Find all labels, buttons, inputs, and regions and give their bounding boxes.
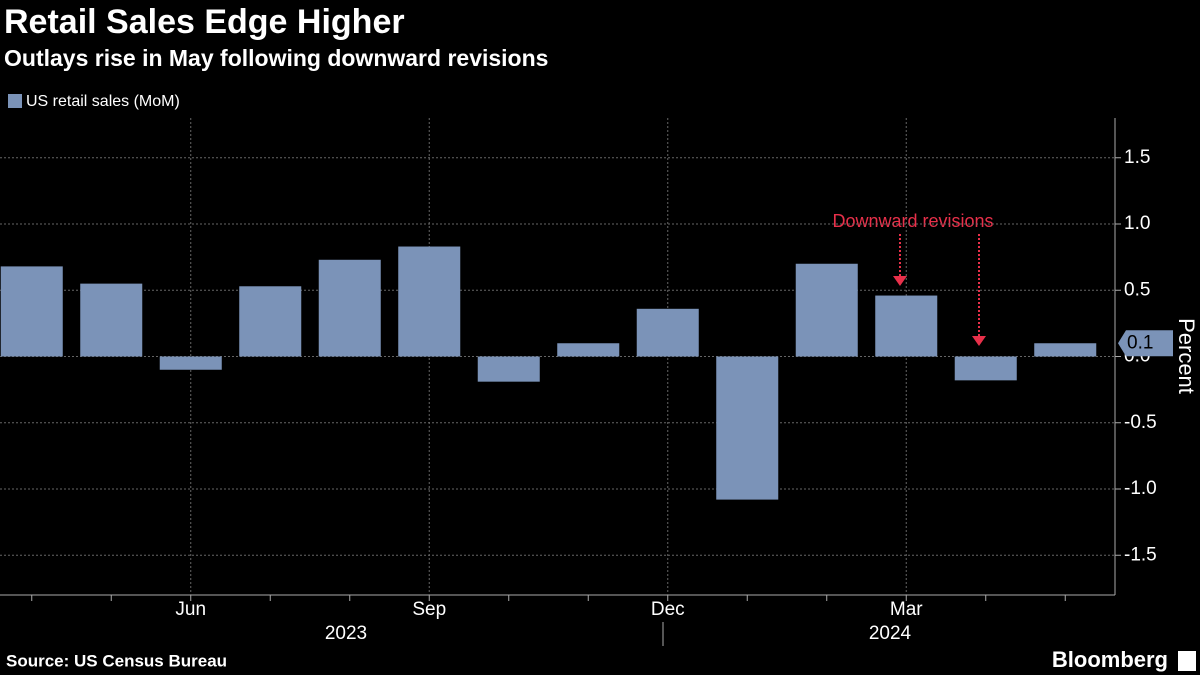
bar bbox=[318, 259, 381, 357]
bar bbox=[954, 356, 1017, 381]
y-tick-label: 1.0 bbox=[1124, 213, 1150, 234]
bar bbox=[80, 283, 143, 357]
bar bbox=[0, 266, 63, 357]
y-tick-label: 1.5 bbox=[1124, 147, 1150, 168]
legend-label: US retail sales (MoM) bbox=[26, 93, 180, 110]
bar bbox=[795, 263, 858, 357]
last-value-label: 0.1 bbox=[1127, 332, 1153, 353]
x-year-label: 2024 bbox=[869, 623, 912, 644]
x-tick-label: Sep bbox=[412, 599, 446, 620]
x-tick-label: Jun bbox=[175, 599, 206, 620]
bar bbox=[875, 295, 938, 357]
chart-title: Retail Sales Edge Higher bbox=[4, 3, 405, 41]
annotation-arrows bbox=[899, 234, 980, 340]
y-tick-label: -0.5 bbox=[1124, 412, 1157, 433]
brand: Bloomberg bbox=[1052, 647, 1168, 672]
bar bbox=[477, 356, 540, 382]
bar bbox=[239, 286, 302, 357]
chart-subtitle: Outlays rise in May following downward r… bbox=[4, 45, 548, 71]
bar bbox=[716, 356, 779, 500]
bar bbox=[1034, 343, 1097, 357]
x-year-label: 2023 bbox=[325, 623, 367, 644]
y-tick-label: -1.5 bbox=[1124, 544, 1157, 565]
y-tick-label: -1.0 bbox=[1124, 478, 1157, 499]
source: Source: US Census Bureau bbox=[6, 651, 227, 670]
bar bbox=[557, 343, 620, 357]
last-value-box bbox=[1118, 330, 1173, 357]
legend-swatch bbox=[8, 94, 22, 108]
annotation-arrowheads bbox=[893, 276, 986, 346]
y-axis-label: Percent bbox=[1174, 318, 1199, 394]
y-tick-label: 0.5 bbox=[1124, 279, 1150, 300]
bar bbox=[159, 356, 222, 370]
brand-logo bbox=[1178, 651, 1196, 671]
annotation: Downward revisions bbox=[832, 211, 993, 231]
bar bbox=[398, 246, 461, 357]
x-tick-label: Mar bbox=[890, 599, 923, 620]
x-tick-label: Dec bbox=[651, 599, 685, 620]
bar bbox=[636, 308, 699, 357]
